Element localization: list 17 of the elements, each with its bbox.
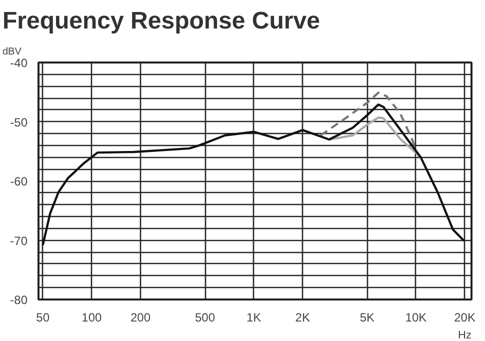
y-tick-label: -40	[10, 56, 28, 70]
x-tick-label: 2K	[295, 310, 310, 324]
x-tick-label: 50	[36, 310, 50, 324]
x-tick-label: 20K	[454, 310, 476, 324]
y-tick-label: -70	[10, 234, 28, 248]
x-tick-label: 500	[195, 310, 216, 324]
x-tick-label: 1K	[246, 310, 262, 324]
x-tick-label: 10K	[405, 310, 427, 324]
y-tick-label: -60	[10, 174, 28, 188]
x-axis-title: Hz	[458, 330, 472, 341]
x-tick-label: 100	[82, 310, 102, 324]
y-tick-label: -50	[10, 115, 28, 130]
chart-title: Frequency Response Curve	[2, 8, 320, 34]
x-tick-label: 5K	[360, 310, 375, 324]
y-axis-title: dBV	[2, 46, 22, 58]
y-tick-label: -80	[10, 293, 28, 307]
x-tick-label: 200	[130, 310, 151, 324]
